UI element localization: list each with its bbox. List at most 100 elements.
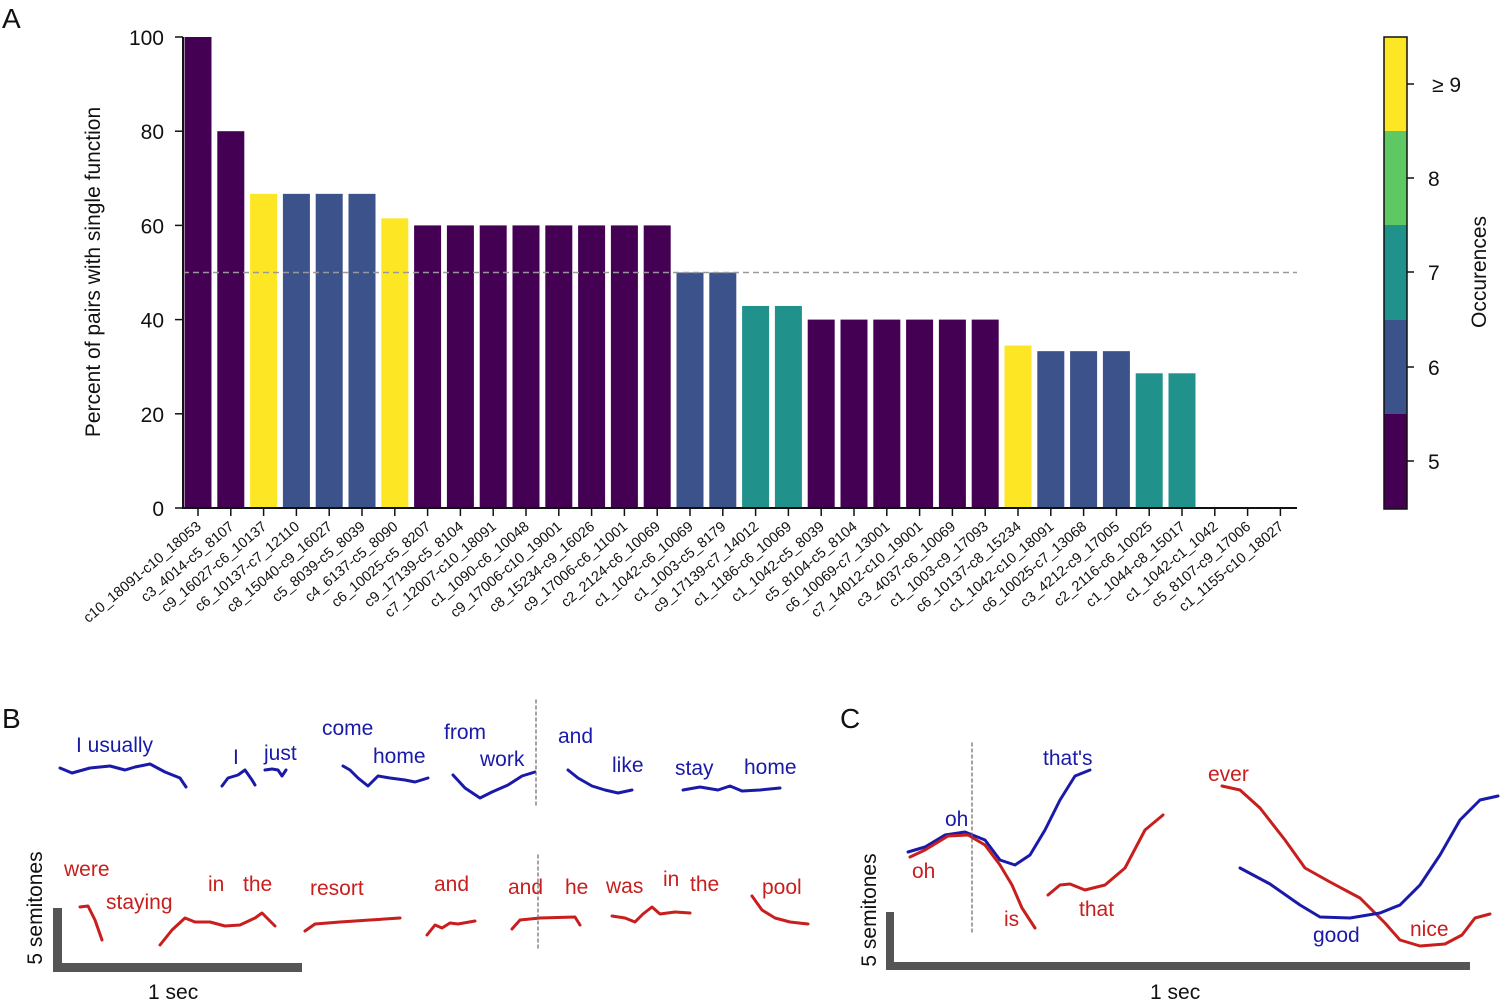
bar-c3_4212-c9_17005 bbox=[1102, 351, 1130, 508]
colorbar-frame bbox=[1383, 36, 1408, 510]
blue-trace bbox=[906, 768, 1092, 867]
word: ever bbox=[1208, 763, 1249, 786]
bar-c1_1042-c10_18091 bbox=[1037, 351, 1065, 508]
panel-b-pitch-traces bbox=[58, 699, 810, 949]
word: were bbox=[63, 858, 110, 881]
red-traces bbox=[78, 894, 810, 947]
word: in bbox=[663, 868, 679, 891]
bar-c6_10025-c5_8207 bbox=[414, 225, 442, 508]
word: staying bbox=[106, 891, 173, 914]
colorbar-segment-5 bbox=[1384, 414, 1407, 509]
colorbar-segment-8 bbox=[1384, 131, 1407, 225]
colorbar: 5 6 7 8 ≥ 9 Occurences bbox=[1383, 36, 1491, 510]
word: come bbox=[322, 717, 373, 740]
panel-b-words: I usually I just come home from work and… bbox=[63, 717, 802, 914]
colorbar-tick: ≥ 9 bbox=[1432, 74, 1461, 97]
word: good bbox=[1313, 924, 1360, 947]
bar-c9_17006-c6_11001 bbox=[610, 225, 638, 508]
bar-c7_12007-c10_18091 bbox=[479, 225, 507, 508]
bar-c5_8039-c5_8039 bbox=[348, 193, 376, 508]
word: I bbox=[233, 746, 239, 769]
word: resort bbox=[310, 877, 364, 900]
bar-c9_16027-c6_10137 bbox=[250, 193, 278, 508]
bar-c1_1090-c6_10048 bbox=[512, 225, 540, 508]
scale-x-label: 1 sec bbox=[148, 981, 198, 1004]
word: that's bbox=[1043, 747, 1093, 770]
word: I usually bbox=[76, 734, 154, 757]
word: home bbox=[744, 756, 797, 779]
colorbar-tick: 6 bbox=[1428, 357, 1440, 380]
y-tick-label: 100 bbox=[129, 27, 164, 50]
word: stay bbox=[675, 757, 714, 780]
bar-c9_17006-c10_19001 bbox=[545, 225, 573, 508]
word: work bbox=[479, 748, 525, 771]
y-tick-label: 80 bbox=[141, 121, 164, 144]
bar-c6_10025-c7_13068 bbox=[1070, 351, 1098, 508]
bar-c2_2116-c6_10025 bbox=[1135, 373, 1163, 508]
colorbar-tick: 8 bbox=[1428, 168, 1440, 191]
word: he bbox=[565, 876, 588, 899]
colorbar-segment-9 bbox=[1384, 37, 1407, 131]
colorbar-label: Occurences bbox=[1468, 216, 1491, 328]
colorbar-tick: 5 bbox=[1428, 451, 1440, 474]
x-ticks: c10_18091-c10_18053c3_4014-c5_8107c9_160… bbox=[81, 508, 1287, 626]
bar-c5_8104-c5_8104 bbox=[840, 319, 868, 508]
scale-bar-horizontal bbox=[53, 963, 302, 972]
panel-c-scale-bar: 5 semitones 1 sec bbox=[858, 853, 1470, 1004]
bar-c4_6137-c5_8090 bbox=[381, 218, 409, 508]
word: and bbox=[508, 876, 543, 899]
red-trace bbox=[1220, 784, 1492, 948]
word: and bbox=[434, 873, 469, 896]
word: that bbox=[1079, 898, 1114, 921]
word: in bbox=[208, 873, 224, 896]
word: home bbox=[373, 745, 426, 768]
word: from bbox=[444, 721, 486, 744]
bars bbox=[184, 37, 1196, 508]
bar-c6_10069-c7_13001 bbox=[873, 319, 901, 508]
y-tick-label: 60 bbox=[141, 215, 164, 238]
word: was bbox=[605, 875, 643, 898]
scale-bar-horizontal bbox=[886, 962, 1470, 970]
bar-c8_15040-c9_16027 bbox=[315, 193, 343, 508]
scale-bar-vertical bbox=[886, 912, 894, 970]
scale-y-label: 5 semitones bbox=[24, 851, 47, 964]
scale-bar-vertical bbox=[53, 908, 62, 972]
scale-y-label: 5 semitones bbox=[858, 853, 881, 966]
bar-c7_14012-c10_19001 bbox=[906, 319, 934, 508]
word: oh bbox=[912, 860, 935, 883]
bar-c6_10137-c7_12110 bbox=[282, 193, 310, 508]
colorbar-segment-6 bbox=[1384, 320, 1407, 414]
panel-b-scale-bar: 5 semitones 1 sec bbox=[24, 851, 302, 1004]
red-trace bbox=[1046, 813, 1165, 897]
bar-c1_1003-c5_8179 bbox=[709, 272, 737, 508]
panel-c-words: oh that's good oh is that ever nice bbox=[912, 747, 1449, 947]
y-axis-label: Percent of pairs with single function bbox=[82, 107, 105, 437]
word: is bbox=[1004, 908, 1019, 931]
word: the bbox=[243, 873, 272, 896]
y-ticks: 0 20 40 60 80 100 bbox=[129, 27, 183, 521]
word: just bbox=[263, 742, 297, 765]
bar-c1_1044-c8_15017 bbox=[1168, 373, 1196, 508]
y-tick-label: 40 bbox=[141, 310, 164, 333]
bar-c9_17139-c7_14012 bbox=[742, 305, 770, 508]
blue-traces bbox=[58, 762, 782, 800]
bar-c1_1042-c5_8039 bbox=[807, 319, 835, 508]
bar-c2_2124-c6_10069 bbox=[643, 225, 671, 508]
bar-c9_17139-c5_8104 bbox=[446, 225, 474, 508]
bar-c6_10137-c8_15234 bbox=[1004, 345, 1032, 508]
red-trace bbox=[908, 833, 1037, 930]
word: pool bbox=[762, 876, 802, 899]
bar-chart: 0 20 40 60 80 100 c10_18091-c10_18053c3_4014-… bbox=[81, 27, 1297, 626]
panel-label-c: C bbox=[840, 703, 860, 734]
panel-label-a: A bbox=[2, 3, 21, 34]
bar-c1_1003-c9_17093 bbox=[971, 319, 999, 508]
y-tick-label: 0 bbox=[152, 498, 164, 521]
word: and bbox=[558, 725, 593, 748]
scale-x-label: 1 sec bbox=[1150, 981, 1200, 1004]
word: the bbox=[690, 873, 719, 896]
blue-trace bbox=[1238, 794, 1500, 920]
bar-c1_1186-c6_10069 bbox=[774, 305, 802, 508]
y-tick-label: 20 bbox=[141, 404, 164, 427]
bar-c1_1042-c6_10069 bbox=[676, 272, 704, 508]
